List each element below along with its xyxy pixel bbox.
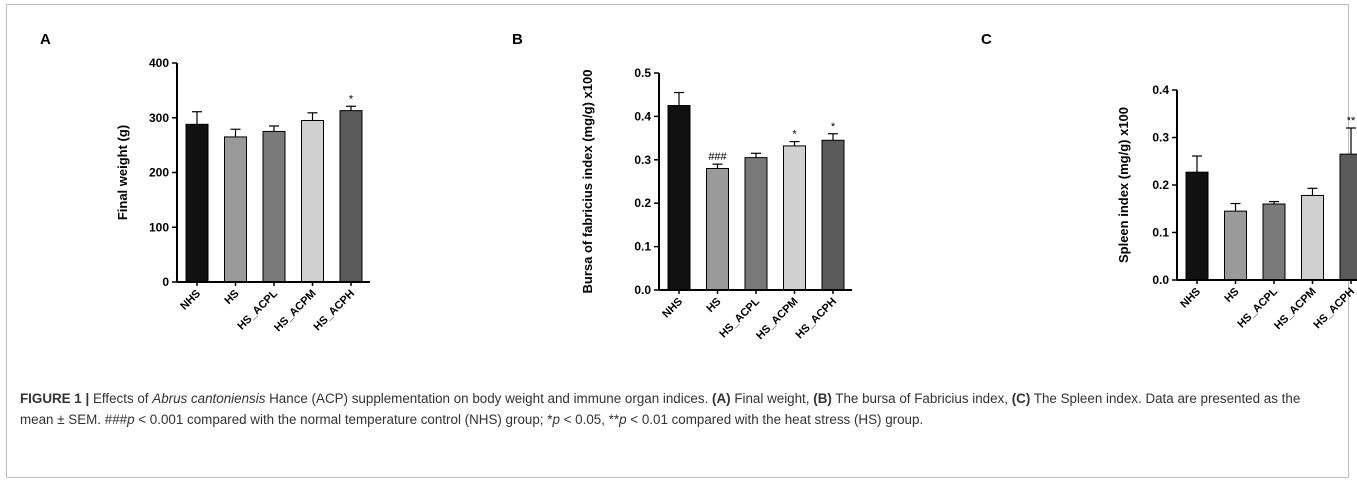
caption-ref-b: (B) [813,391,832,406]
caption-figure-label: FIGURE 1 | [20,391,90,406]
bar [1339,153,1357,281]
bar [706,167,729,291]
bar [1185,171,1209,281]
caption-text: Final weight, [730,391,814,406]
caption-text: The Spleen index. Data are presented as … [20,391,1301,427]
y-tick-label: 0.3 [634,153,651,167]
y-tick-label: 0.1 [634,240,651,254]
panel-letter: C [981,31,992,48]
y-axis-label: Spleen index (mg/g) x100 [1116,107,1131,263]
y-tick-label: 0.5 [634,66,651,80]
bar [744,157,768,291]
y-tick-label: 0.4 [1152,83,1169,97]
caption-ref-c: (C) [1011,391,1031,406]
panel-letter: B [512,31,523,48]
y-axis-label: Bursa of fabricius index (mg/g) x100 [580,70,595,294]
y-tick-label: 0.2 [634,196,651,210]
y-tick-label: 0.0 [634,283,651,297]
bar [185,123,209,283]
caption-p-symbol: p [127,412,135,427]
bar [783,145,806,291]
y-tick-label: 0.3 [1152,131,1169,145]
significance-label: ### [708,151,727,163]
x-tick-label: NHS [1178,286,1203,311]
significance-label: ** [1347,115,1356,127]
caption-text: < 0.01 compared with the heat stress (HS… [626,412,924,427]
x-tick-label: HS [1222,286,1241,305]
bar [262,130,286,283]
x-tick-label: HS [704,296,723,315]
caption-text: < 0.05, ** [559,412,620,427]
chart-panel-b: BNHS###HSHS_ACPL*HS_ACPM*HS_ACPH0.00.10.… [512,31,852,342]
x-tick-label: HS [222,288,241,307]
caption-species: Abrus cantoniensis [152,391,266,406]
significance-label: * [831,121,836,133]
x-tick-label: HS_ACPM [272,288,319,335]
caption-text: Effects of [89,391,153,406]
caption-p-symbol: p [619,412,627,427]
bar [301,119,324,283]
x-tick-label: HS_ACPH [311,288,357,334]
x-tick-label: HS_ACPH [793,296,839,342]
y-tick-label: 400 [149,56,169,70]
caption-text: Hance (ACP) supplementation on body weig… [265,391,713,406]
bar [1301,194,1324,281]
caption-p-symbol: p [552,412,560,427]
y-axis-label: Final weight (g) [115,125,130,220]
bar [339,110,363,283]
bar [1262,203,1286,281]
caption-text: < 0.001 compared with the normal tempera… [134,412,553,427]
x-tick-label: HS_ACPH [1311,286,1357,332]
y-tick-label: 0.0 [1152,273,1169,287]
y-tick-label: 100 [149,220,169,234]
bar [821,139,845,291]
bar [667,105,691,291]
bar [224,136,247,283]
x-tick-label: NHS [660,296,685,321]
y-tick-label: 0.1 [1152,226,1169,240]
caption-ref-a: (A) [712,391,731,406]
x-tick-label: NHS [178,288,203,313]
y-tick-label: 300 [149,111,169,125]
significance-label: * [349,93,354,105]
x-tick-label: HS_ACPM [1272,286,1319,333]
panel-letter: A [40,31,51,48]
y-tick-label: 0.4 [634,109,651,123]
significance-label: * [792,129,797,141]
y-tick-label: 0.2 [1152,178,1169,192]
y-tick-label: 200 [149,166,169,180]
figure-caption: FIGURE 1 | Effects of Abrus cantoniensis… [20,388,1332,430]
x-tick-label: HS_ACPM [754,296,801,343]
bar [1224,210,1247,281]
y-tick-label: 0 [162,275,169,289]
caption-text: The bursa of Fabricius index, [831,391,1012,406]
